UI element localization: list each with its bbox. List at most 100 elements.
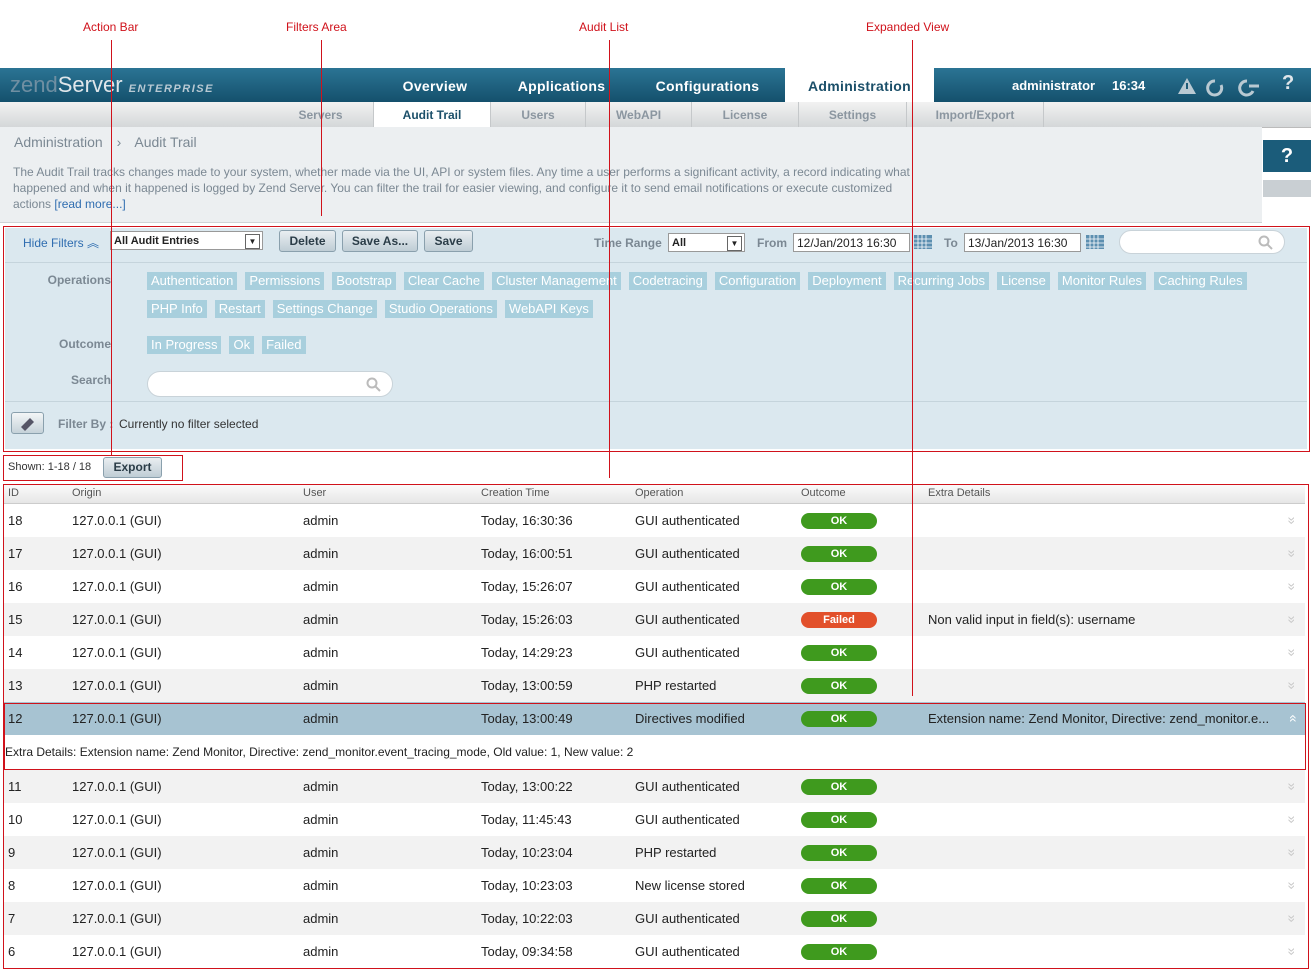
time-range-select[interactable]: All ▼ (668, 233, 745, 252)
export-button[interactable]: Export (103, 457, 162, 478)
cell: Extension name: Zend Monitor, Directive:… (928, 711, 1270, 726)
annotation: Expanded View (866, 20, 950, 34)
table-row[interactable]: 18 127.0.0.1 (GUI) admin Today, 16:30:36 GUI… (4, 504, 1305, 537)
outcome-tag[interactable]: In Progress (147, 336, 222, 354)
operation-tag[interactable]: Clear Cache (403, 272, 485, 290)
cell: 127.0.0.1 (GUI) (72, 513, 162, 528)
operation-tag[interactable]: Codetracing (628, 272, 707, 290)
table-row[interactable]: 7 127.0.0.1 (GUI) admin Today, 10:22:03 GUI … (4, 902, 1305, 935)
table-row[interactable]: 17 127.0.0.1 (GUI) admin Today, 16:00:51 GUI… (4, 537, 1305, 570)
table-row[interactable]: 15 127.0.0.1 (GUI) admin Today, 15:26:03 GUI… (4, 603, 1305, 636)
cell: admin (303, 678, 339, 693)
nav-tab[interactable]: Configurations (655, 78, 760, 94)
nav-tab[interactable]: Overview (402, 78, 468, 94)
table-row[interactable]: 8 127.0.0.1 (GUI) admin Today, 10:23:03 New … (4, 869, 1305, 902)
refresh-icon[interactable] (1206, 79, 1224, 97)
table-row[interactable]: 12 127.0.0.1 (GUI) admin Today, 13:00:49 Dir… (4, 702, 1305, 735)
operation-tag[interactable]: Permissions (245, 272, 325, 290)
sub-tab[interactable]: Audit Trail (374, 102, 491, 127)
clear-filter-button[interactable] (11, 412, 44, 434)
sub-tab[interactable]: Settings (799, 102, 907, 127)
cell: 127.0.0.1 (GUI) (72, 579, 162, 594)
annotation-box (3, 455, 183, 481)
calendar-icon[interactable] (913, 234, 933, 250)
side-tab[interactable] (1263, 180, 1311, 197)
table-row[interactable]: 10 127.0.0.1 (GUI) admin Today, 11:45:43 GUI… (4, 803, 1305, 836)
hide-filters-text[interactable]: Hide Filters (23, 236, 84, 250)
outcome-tag[interactable]: Failed (262, 336, 306, 354)
outcome-badge: OK (801, 546, 877, 562)
nav-tab[interactable]: Applications (517, 78, 606, 94)
cell: GUI authenticated (635, 645, 740, 660)
operation-tag[interactable]: Settings Change (272, 300, 377, 318)
outcome-tag[interactable]: Ok (229, 336, 255, 354)
sub-tab[interactable]: Users (491, 102, 586, 127)
nav-tab[interactable]: Administration (785, 68, 934, 102)
operation-tag[interactable]: PHP Info (147, 300, 207, 318)
clock: 16:34 (1112, 78, 1146, 93)
column-header[interactable]: Creation Time (481, 487, 550, 499)
help-button[interactable]: ? (1282, 72, 1295, 94)
annotation-line (111, 40, 112, 455)
logout-icon[interactable] (1238, 79, 1259, 97)
table-row[interactable]: 13 127.0.0.1 (GUI) admin Today, 13:00:59 PHP… (4, 669, 1305, 702)
operation-tag[interactable]: Deployment (808, 272, 886, 290)
column-header[interactable]: ID (8, 487, 19, 499)
operation-tags: Authentication Permissions Bootstrap Clear … (147, 272, 1287, 328)
search-input[interactable] (147, 371, 393, 397)
read-more-link[interactable]: [read more...] (54, 197, 126, 211)
user-name[interactable]: administrator (1012, 78, 1096, 93)
operation-tag[interactable]: Configuration (714, 272, 801, 290)
filters-area: Hide Filters ︽ All Audit Entries ▼ Delete… (5, 228, 1307, 449)
calendar-icon[interactable] (1085, 234, 1105, 250)
table-row[interactable]: 9 127.0.0.1 (GUI) admin Today, 10:23:04 PHP … (4, 836, 1305, 869)
hide-filters[interactable]: Hide Filters ︽ (23, 236, 100, 250)
table-row[interactable]: 6 127.0.0.1 (GUI) admin Today, 09:34:58 GUI … (4, 935, 1305, 968)
save-button[interactable]: Save (424, 230, 473, 252)
cell: Non valid input in field(s): username (928, 612, 1136, 627)
save-as-button[interactable]: Save As... (342, 230, 418, 252)
from-input[interactable]: 12/Jan/2013 16:30 (793, 233, 910, 252)
operation-tag[interactable]: License (997, 272, 1050, 290)
column-header[interactable]: Extra Details (928, 487, 991, 499)
logo-brand: zend (10, 72, 58, 97)
operation-tag[interactable]: Authentication (147, 272, 238, 290)
cell: Directives modified (635, 711, 745, 726)
sub-tab[interactable]: Import/Export (907, 102, 1044, 127)
cell: PHP restarted (635, 845, 717, 860)
cell: 127.0.0.1 (GUI) (72, 711, 162, 726)
table-row[interactable]: 16 127.0.0.1 (GUI) admin Today, 15:26:07 GUI… (4, 570, 1305, 603)
cell: admin (303, 645, 339, 660)
sub-tab[interactable]: Servers (268, 102, 374, 127)
side-help[interactable]: ? (1263, 140, 1311, 172)
operation-tag[interactable]: Bootstrap (332, 272, 396, 290)
delete-button[interactable]: Delete (279, 230, 336, 252)
cell: Today, 09:34:58 (481, 944, 573, 959)
sub-tab[interactable]: WebAPI (586, 102, 692, 127)
cell: 10 (8, 812, 23, 827)
cell: admin (303, 612, 339, 627)
table-row[interactable]: 11 127.0.0.1 (GUI) admin Today, 13:00:22 GUI… (4, 770, 1305, 803)
table-row[interactable]: 14 127.0.0.1 (GUI) admin Today, 14:29:23 GUI… (4, 636, 1305, 669)
to-input[interactable]: 13/Jan/2013 16:30 (964, 233, 1081, 252)
operation-tag[interactable]: Caching Rules (1154, 272, 1247, 290)
operation-tag[interactable]: Studio Operations (384, 300, 497, 318)
cell: Today, 15:26:07 (481, 579, 573, 594)
outcome-badge: OK (801, 513, 877, 529)
quick-search[interactable] (1119, 230, 1285, 254)
sub-tab[interactable]: License (692, 102, 799, 127)
preset-select[interactable]: All Audit Entries ▼ (110, 231, 263, 250)
operation-tag[interactable]: Restart (214, 300, 265, 318)
operation-tag[interactable]: Cluster Management (492, 272, 621, 290)
operation-tag[interactable]: Recurring Jobs (893, 272, 990, 290)
outcome-badge: OK (801, 911, 877, 927)
operation-tag[interactable]: WebAPI Keys (504, 300, 593, 318)
column-header[interactable]: User (303, 487, 327, 499)
column-header[interactable]: Operation (635, 487, 684, 499)
column-header[interactable]: Outcome (801, 487, 846, 499)
cell: admin (303, 711, 339, 726)
column-header[interactable]: Origin (72, 487, 102, 499)
breadcrumb-item[interactable]: Administration (14, 134, 103, 150)
operation-tag[interactable]: Monitor Rules (1057, 272, 1147, 290)
